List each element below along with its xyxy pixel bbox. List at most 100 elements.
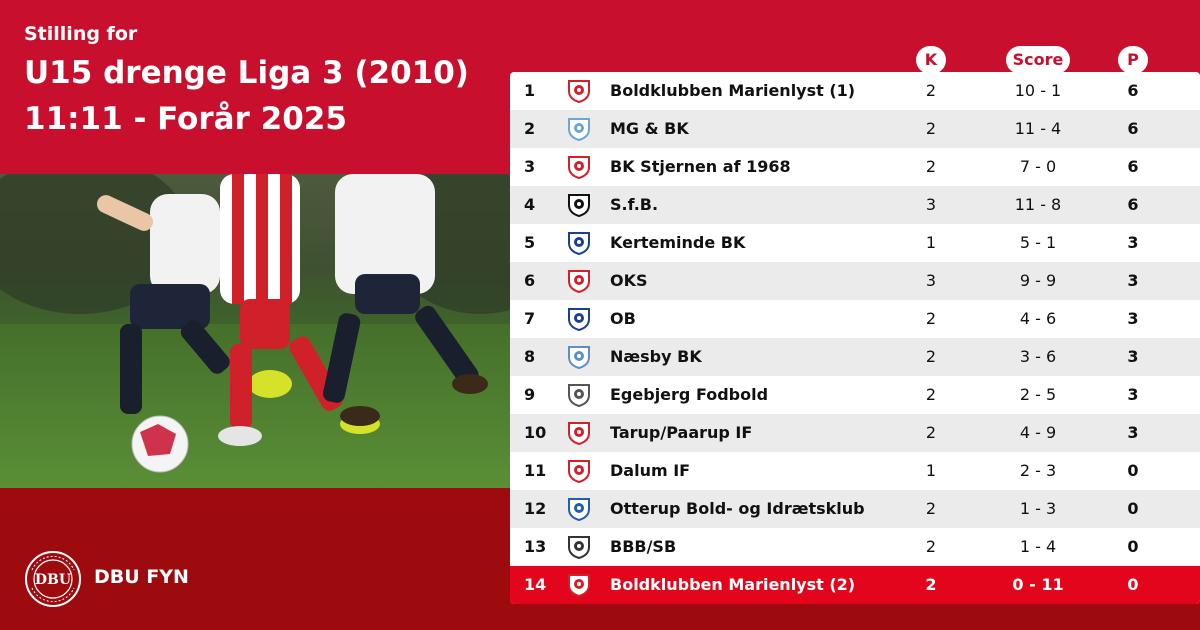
games-played: 2 — [925, 575, 937, 594]
games-played: 2 — [925, 499, 937, 518]
row-position: 11 — [524, 461, 547, 480]
table-row[interactable]: 8 Næsby BK 2 3 - 6 3 — [510, 338, 1200, 376]
team-name: Dalum IF — [610, 461, 691, 480]
table-row[interactable]: 5 Kerteminde BK 1 5 - 1 3 — [510, 224, 1200, 262]
table-row[interactable]: 11 Dalum IF 1 2 - 3 0 — [510, 452, 1200, 490]
ob-crest-icon — [566, 307, 592, 332]
points: 0 — [1127, 461, 1139, 480]
goal-score: 2 - 3 — [1019, 461, 1057, 480]
dbu-logo: DBU — [24, 550, 82, 608]
team-name: Boldklubben Marienlyst (2) — [610, 575, 856, 594]
player-white-left — [96, 194, 292, 414]
games-played: 2 — [925, 537, 937, 556]
table-row[interactable]: 7 OB 2 4 - 6 3 — [510, 300, 1200, 338]
games-played: 1 — [925, 461, 937, 480]
points: 6 — [1127, 119, 1139, 138]
table-row[interactable]: 6 OKS 3 9 - 9 3 — [510, 262, 1200, 300]
games-played: 2 — [925, 423, 937, 442]
goal-score: 4 - 6 — [1019, 309, 1057, 328]
goal-score: 10 - 1 — [1014, 81, 1062, 100]
goal-score: 7 - 0 — [1019, 157, 1057, 176]
team-name: Boldklubben Marienlyst (1) — [610, 81, 856, 100]
points: 0 — [1127, 575, 1139, 594]
oks-crest-icon — [566, 269, 592, 294]
row-position: 4 — [524, 195, 536, 214]
kerteminde-crest-icon — [566, 231, 592, 256]
team-name: MG & BK — [610, 119, 689, 138]
points: 0 — [1127, 499, 1139, 518]
goal-score: 3 - 6 — [1019, 347, 1057, 366]
table-row[interactable]: 1 Boldklubben Marienlyst (1) 2 10 - 1 6 — [510, 72, 1200, 110]
goal-score: 0 - 11 — [1012, 575, 1064, 594]
games-played: 3 — [925, 195, 937, 214]
team-name: Næsby BK — [610, 347, 702, 366]
bbbsb-crest-icon — [566, 535, 592, 560]
games-played: 3 — [925, 271, 937, 290]
points: 6 — [1127, 195, 1139, 214]
marienlyst-crest-icon — [566, 79, 592, 104]
points: 3 — [1127, 385, 1139, 404]
row-position: 12 — [524, 499, 547, 518]
player-white-right — [323, 174, 488, 426]
table-row[interactable]: 3 BK Stjernen af 1968 2 7 - 0 6 — [510, 148, 1200, 186]
team-name: BK Stjernen af 1968 — [610, 157, 791, 176]
team-name: Tarup/Paarup IF — [610, 423, 753, 442]
title-line-2: 11:11 - Forår 2025 — [24, 101, 347, 137]
tarup-crest-icon — [566, 421, 592, 446]
marienlyst-crest-icon — [566, 573, 592, 598]
sfb-crest-icon — [566, 193, 592, 218]
football — [131, 415, 189, 473]
team-name: Kerteminde BK — [610, 233, 746, 252]
games-played: 2 — [925, 81, 937, 100]
football-photo — [0, 174, 510, 488]
row-position: 7 — [524, 309, 536, 328]
table-row[interactable]: 13 BBB/SB 2 1 - 4 0 — [510, 528, 1200, 566]
row-position: 14 — [524, 575, 547, 594]
points: 3 — [1127, 347, 1139, 366]
team-name: Egebjerg Fodbold — [610, 385, 769, 404]
naesby-crest-icon — [566, 345, 592, 370]
points: 3 — [1127, 271, 1139, 290]
column-header-k: K — [916, 46, 946, 74]
goal-score: 2 - 5 — [1019, 385, 1057, 404]
table-row[interactable]: 9 Egebjerg Fodbold 2 2 - 5 3 — [510, 376, 1200, 414]
standings-table: 1 Boldklubben Marienlyst (1) 2 10 - 1 6 2 MG &… — [510, 72, 1200, 604]
games-played: 2 — [925, 119, 937, 138]
goal-score: 11 - 4 — [1014, 119, 1062, 138]
title-line-1: U15 drenge Liga 3 (2010) — [24, 55, 469, 91]
points: 6 — [1127, 157, 1139, 176]
games-played: 2 — [925, 385, 937, 404]
games-played: 2 — [925, 347, 937, 366]
table-row[interactable]: 10 Tarup/Paarup IF 2 4 - 9 3 — [510, 414, 1200, 452]
points: 3 — [1127, 423, 1139, 442]
table-row[interactable]: 4 S.f.B. 3 11 - 8 6 — [510, 186, 1200, 224]
title-block: Stilling for U15 drenge Liga 3 (2010) 11… — [24, 20, 469, 142]
stjernen-crest-icon — [566, 155, 592, 180]
dbu-logo-text: DBU — [35, 572, 71, 588]
goal-score: 4 - 9 — [1019, 423, 1057, 442]
points: 0 — [1127, 537, 1139, 556]
table-row[interactable]: 12 Otterup Bold- og Idrætsklub 2 1 - 3 0 — [510, 490, 1200, 528]
goal-score: 11 - 8 — [1014, 195, 1062, 214]
games-played: 1 — [925, 233, 937, 252]
row-position: 13 — [524, 537, 547, 556]
row-position: 5 — [524, 233, 536, 252]
points: 6 — [1127, 81, 1139, 100]
column-header-score: Score — [1006, 46, 1070, 74]
row-position: 9 — [524, 385, 536, 404]
team-name: OB — [610, 309, 636, 328]
mgbk-crest-icon — [566, 117, 592, 142]
row-position: 3 — [524, 157, 536, 176]
points: 3 — [1127, 233, 1139, 252]
team-name: OKS — [610, 271, 648, 290]
table-row[interactable]: 14 Boldklubben Marienlyst (2) 2 0 - 11 0 — [510, 566, 1200, 604]
team-name: Otterup Bold- og Idrætsklub — [610, 499, 865, 518]
row-position: 8 — [524, 347, 536, 366]
row-position: 2 — [524, 119, 536, 138]
games-played: 2 — [925, 157, 937, 176]
row-position: 10 — [524, 423, 547, 442]
team-name: BBB/SB — [610, 537, 677, 556]
table-row[interactable]: 2 MG & BK 2 11 - 4 6 — [510, 110, 1200, 148]
goal-score: 1 - 4 — [1019, 537, 1057, 556]
row-position: 6 — [524, 271, 536, 290]
